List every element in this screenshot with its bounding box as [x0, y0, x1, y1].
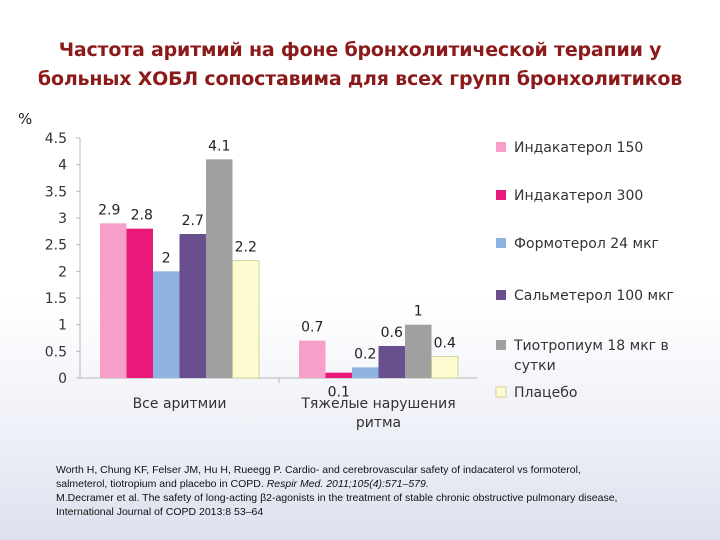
bar-0-5 [232, 260, 260, 379]
y-tick-label-1: 0.5 [45, 344, 67, 360]
reference-line-4: International Journal of COPD 2013:8 53–… [56, 506, 264, 518]
data-label-1-5: 0.4 [434, 336, 456, 352]
x-category-label-0-0: Все аритмии [133, 396, 227, 412]
legend-swatch-3 [496, 290, 506, 300]
data-label-1-3: 0.6 [381, 325, 403, 341]
bar-1-5 [431, 356, 459, 379]
reference-line-2-journal: Respir Med. 2011;105(4):571–579. [266, 478, 429, 490]
legend-label-4-0: Тиотропиум 18 мкг в [513, 338, 669, 354]
data-label-0-4: 4.1 [208, 138, 230, 154]
y-tick-label-8: 4 [58, 158, 67, 174]
bar-1-4 [405, 324, 432, 378]
title-line-2: больных ХОБЛ сопоставима для всех групп … [37, 68, 683, 90]
bar-0-1 [126, 228, 153, 378]
data-label-1-4: 1 [414, 304, 423, 320]
x-category-label-1-1: ритма [356, 415, 401, 431]
reference-line-2-text: salmeterol, tiotropium and placebo in CO… [56, 478, 267, 490]
x-category-label-1-0: Тяжелые нарушения [300, 396, 455, 412]
reference-line-2: salmeterol, tiotropium and placebo in CO… [56, 477, 716, 491]
references: Worth H, Chung KF, Felser JM, Hu H, Ruee… [56, 463, 716, 519]
bar-0-2 [153, 271, 180, 378]
y-tick-label-7: 3.5 [45, 184, 67, 200]
legend-label-1-0: Индакатерол 300 [514, 188, 643, 204]
bar-0-0 [100, 223, 127, 378]
y-tick-label-9: 4.5 [45, 131, 67, 147]
data-label-0-5: 2.2 [235, 240, 257, 256]
reference-line-1: Worth H, Chung KF, Felser JM, Hu H, Ruee… [56, 464, 581, 476]
title-line-1: Частота аритмий на фоне бронхолитической… [58, 39, 662, 61]
bar-chart: 0 0.5 1 1.5 2 2.5 3 3.5 4 4.5 2.9 2.8 2 2.7 4.1 2.2 Все … [45, 131, 674, 431]
legend-label-2-0: Формотерол 24 мкг [514, 236, 659, 252]
legend-label-3-0: Сальметерол 100 мкг [514, 288, 674, 304]
legend-label-5-0: Плацебо [514, 385, 577, 401]
legend-swatch-5 [495, 386, 507, 398]
legend-swatch-1 [496, 190, 506, 200]
data-label-1-1: 0.1 [328, 385, 350, 401]
y-axis-unit: % [18, 110, 33, 128]
y-tick-label-5: 2.5 [45, 238, 67, 254]
reference-line-3: M.Decramer et al. The safety of long-act… [56, 492, 618, 504]
bar-0-3 [179, 234, 206, 378]
page-title: Частота аритмий на фоне бронхолитической… [0, 36, 720, 94]
data-label-0-3: 2.7 [182, 213, 204, 229]
legend-swatch-0 [496, 142, 506, 152]
bar-1-3 [378, 346, 405, 378]
y-tick-label-0: 0 [58, 371, 67, 387]
bar-1-1 [325, 372, 352, 378]
y-tick-label-3: 1.5 [45, 291, 67, 307]
data-label-1-0: 0.7 [301, 320, 323, 336]
legend-label-0-0: Индакатерол 150 [514, 140, 643, 156]
y-tick-label-4: 2 [58, 264, 67, 280]
y-tick-label-2: 1 [58, 318, 67, 334]
y-tick-label-6: 3 [58, 211, 67, 227]
legend-swatch-2 [496, 238, 506, 248]
legend-swatch-4 [496, 340, 506, 350]
data-label-1-2: 0.2 [354, 346, 376, 362]
data-label-0-2: 2 [162, 250, 171, 266]
data-label-0-1: 2.8 [131, 208, 153, 224]
bar-1-0 [299, 340, 326, 378]
bar-0-4 [206, 159, 233, 378]
legend-label-4-1: сутки [514, 358, 556, 374]
bar-1-2 [352, 367, 379, 378]
data-label-0-0: 2.9 [98, 202, 120, 218]
